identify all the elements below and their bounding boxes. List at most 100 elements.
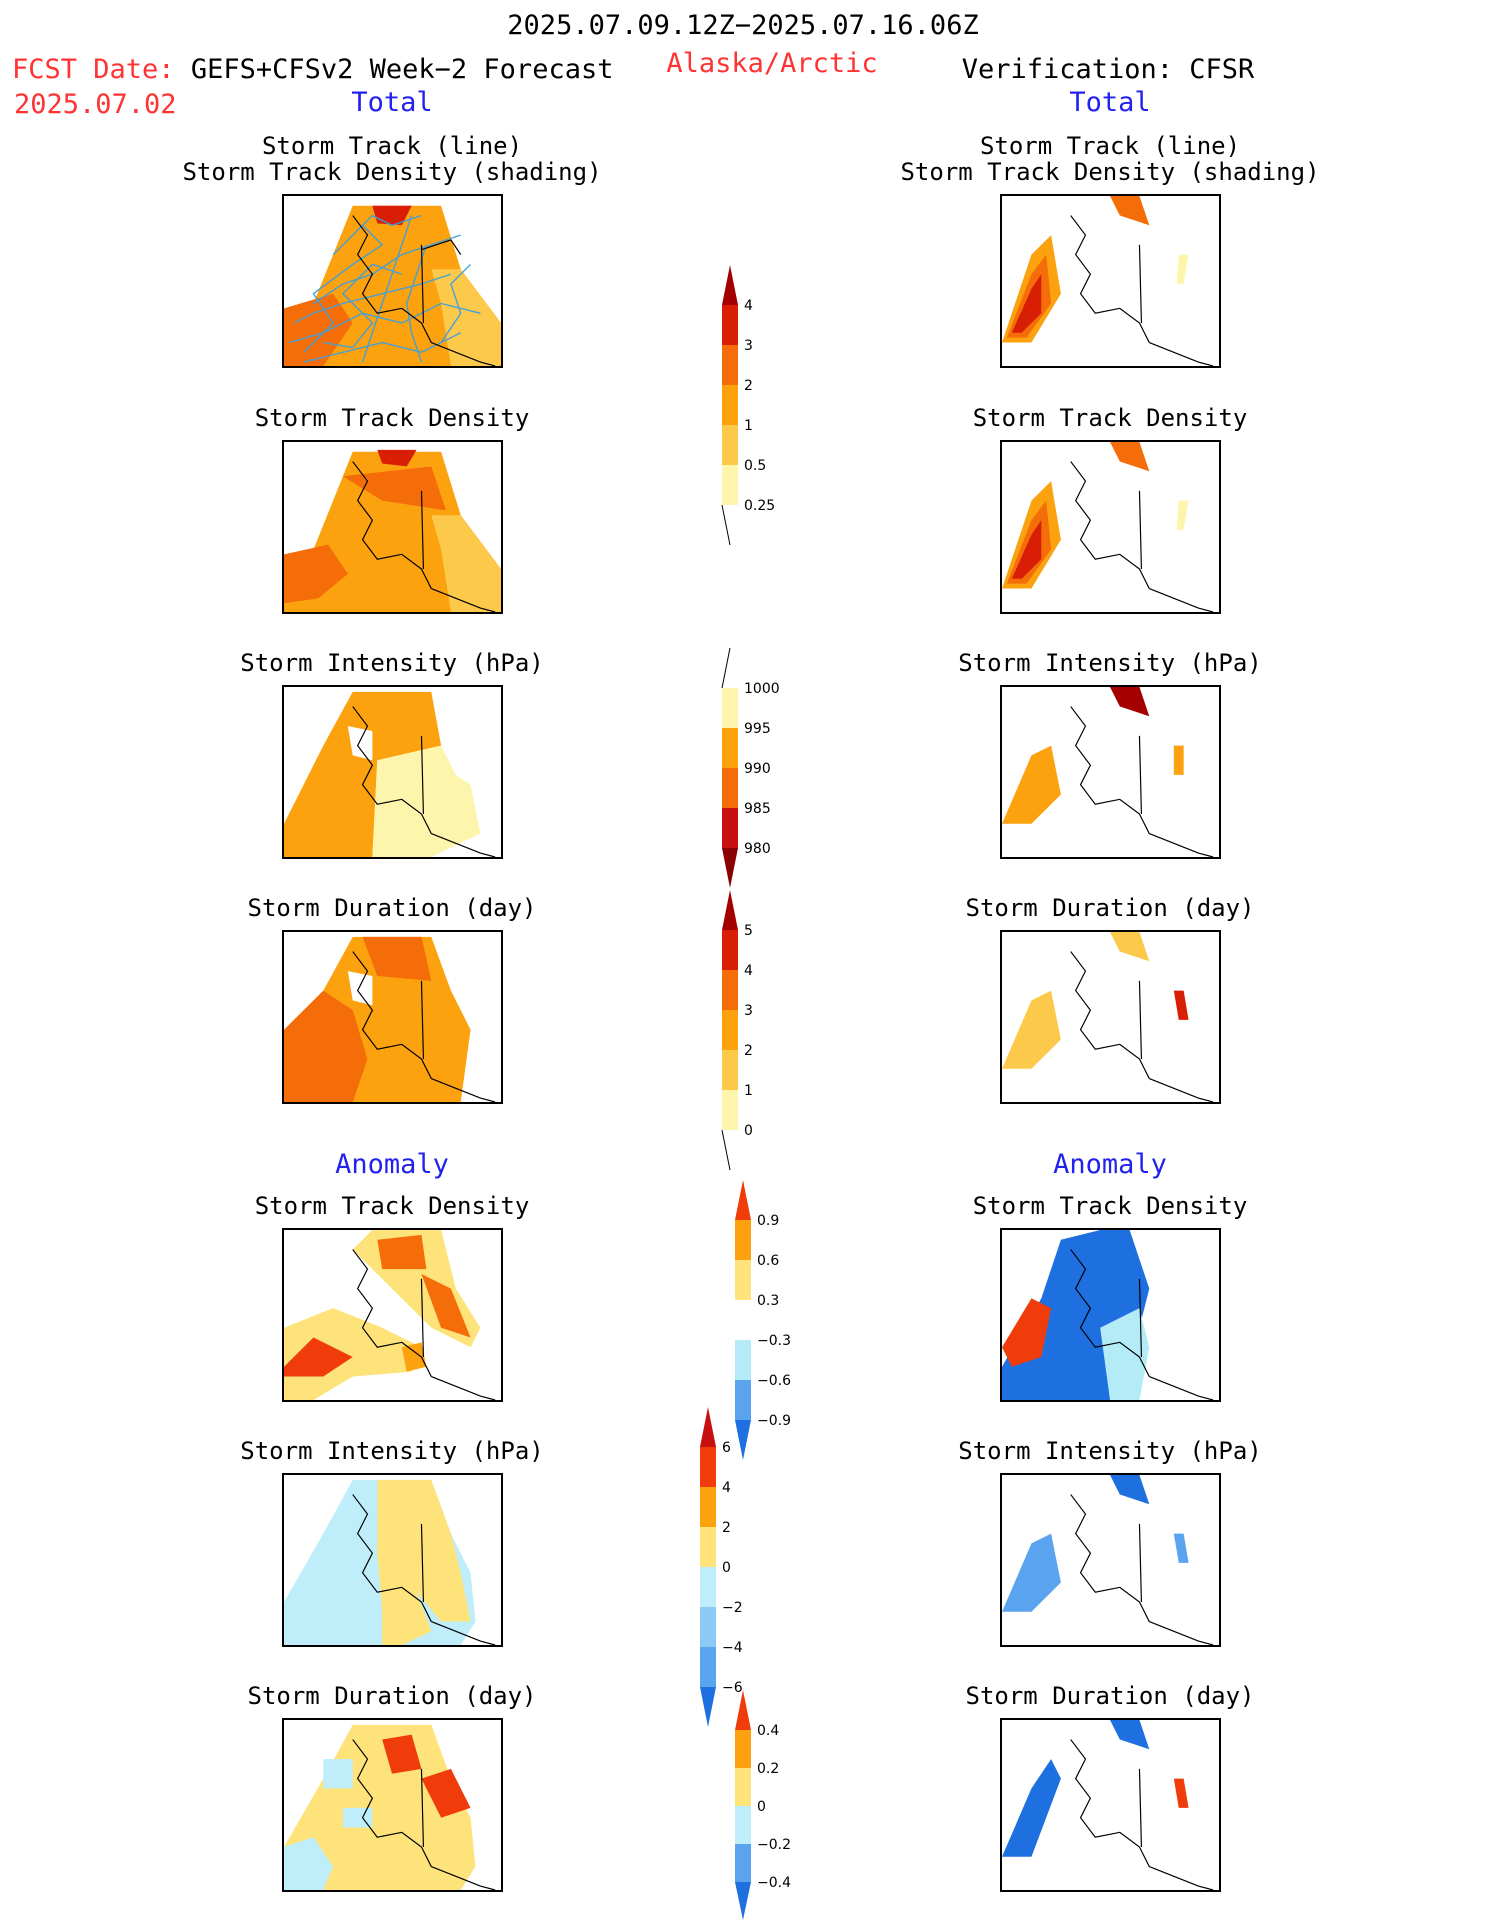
map-intensity-verification: [1000, 685, 1221, 859]
cb-duration-total-seg: [722, 1090, 738, 1130]
cb-duration-anom-arrow-top: [735, 1690, 751, 1730]
cb-density-total-label: 0.5: [744, 458, 767, 474]
cb-density-anom-label: 0.3: [757, 1293, 780, 1309]
colorbar-intensity-anomaly: 6 4 2 0 −2 −4 −6: [700, 1407, 760, 1731]
valid-period-title: 2025.07.09.12Z−2025.07.16.06Z: [507, 10, 979, 41]
verification-label: Verification: CFSR: [961, 54, 1255, 85]
cb-duration-total-seg: [722, 930, 738, 970]
cb-density-total-seg: [722, 425, 738, 465]
map-anom-density-forecast: [282, 1228, 503, 1402]
fcst-date-line: FCST Date: GEFS+CFSv2 Week−2 Forecast: [12, 54, 613, 85]
cb-intensity-anom-label: 0: [722, 1560, 731, 1576]
colorbar-density-total: 4 3 2 1 0.5 0.25: [721, 265, 782, 549]
title-track-density-shading-left: Storm Track Density (shading): [182, 158, 602, 186]
cb-intensity-anom-seg: [700, 1447, 716, 1487]
cb-duration-anom-seg: [735, 1768, 751, 1806]
cb-duration-anom-label: 0.4: [757, 1723, 780, 1739]
cb-density-anom-seg: [735, 1380, 751, 1420]
cb-density-total-label: 4: [744, 298, 753, 314]
cb-density-total-label: 0.25: [744, 498, 776, 514]
map-track-density-with-tracks-verification: [1000, 194, 1221, 368]
cb-intensity-total-label: 980: [744, 841, 771, 857]
cb-intensity-total-label: 995: [744, 721, 771, 737]
cb-density-total-label: 3: [744, 338, 753, 354]
map-track-density-verification: [1000, 440, 1221, 614]
cb-density-anom-label: −0.3: [757, 1333, 791, 1349]
cb-duration-total-label: 4: [744, 963, 753, 979]
cb-duration-total-bottom-line: [721, 1129, 731, 1171]
title-track-density-right: Storm Track Density: [972, 404, 1248, 432]
colorbar-density-anomaly-svg: [735, 1180, 751, 1460]
section-anomaly-right: Anomaly: [1053, 1149, 1167, 1180]
model-name: GEFS+CFSv2 Week−2 Forecast: [190, 54, 614, 85]
cb-density-anom-seg: [735, 1260, 751, 1300]
cb-duration-anom-seg: [735, 1844, 751, 1882]
colorbar-duration-total: 5 4 3 2 1 0: [721, 890, 782, 1174]
cb-intensity-anom-seg: [700, 1647, 716, 1687]
cb-intensity-anom-seg: [700, 1567, 716, 1607]
colorbar-duration-anomaly-svg: [735, 1690, 751, 1920]
cb-density-total-seg: [722, 465, 738, 505]
cb-density-anom-seg: [735, 1300, 751, 1340]
cb-duration-anom-label: −0.2: [757, 1837, 791, 1853]
cb-density-anom-arrow-top: [735, 1180, 751, 1220]
cb-duration-anom-label: 0: [757, 1799, 766, 1815]
cb-density-anom-seg: [735, 1220, 751, 1260]
map-anom-intensity-verification: [1000, 1473, 1221, 1647]
colorbar-intensity-total: 1000 995 990 985 980: [721, 647, 782, 892]
cb-density-anom-label: −0.6: [757, 1373, 791, 1389]
title-anom-intensity-left: Storm Intensity (hPa): [240, 1437, 544, 1465]
cb-duration-anom-label: 0.2: [757, 1761, 780, 1777]
section-total-right: Total: [1069, 87, 1151, 118]
cb-intensity-anom-seg: [700, 1487, 716, 1527]
cb-intensity-anom-label: −6: [722, 1680, 743, 1696]
cb-intensity-anom-arrow-top: [700, 1407, 716, 1447]
cb-duration-total-seg: [722, 1010, 738, 1050]
cb-intensity-anom-label: 2: [722, 1520, 731, 1536]
colorbar-density-anomaly: 0.9 0.6 0.3 −0.3 −0.6 −0.9: [735, 1180, 795, 1464]
cb-density-total-seg: [722, 345, 738, 385]
cb-intensity-total-seg: [722, 728, 738, 768]
colorbar-intensity-total-svg: [721, 647, 738, 888]
cb-intensity-total-label: 985: [744, 801, 771, 817]
cb-density-anom-seg: [735, 1340, 751, 1380]
map-anom-density-verification: [1000, 1228, 1221, 1402]
cb-density-anom-label: 0.6: [757, 1253, 780, 1269]
cb-density-total-label: 1: [744, 418, 753, 434]
cb-duration-anom-seg: [735, 1806, 751, 1844]
cb-duration-total-seg: [722, 1050, 738, 1090]
cb-density-total-seg: [722, 385, 738, 425]
cb-density-anom-label: 0.9: [757, 1213, 780, 1229]
cb-density-total-bottom-line: [721, 504, 731, 546]
cb-density-total-seg: [722, 305, 738, 345]
title-duration-left: Storm Duration (day): [247, 894, 537, 922]
title-anom-duration-right: Storm Duration (day): [965, 1682, 1255, 1710]
colorbar-intensity-anomaly-svg: [700, 1407, 716, 1727]
title-intensity-left: Storm Intensity (hPa): [240, 649, 544, 677]
cb-duration-anom-arrow-bottom: [735, 1882, 751, 1920]
cb-intensity-anom-label: −4: [722, 1640, 743, 1656]
title-anom-density-right: Storm Track Density: [972, 1192, 1248, 1220]
map-anom-duration-verification: [1000, 1718, 1221, 1892]
fcst-date-label: FCST Date:: [12, 54, 175, 85]
cb-duration-total-label: 3: [744, 1003, 753, 1019]
cb-duration-total-label: 5: [744, 923, 753, 939]
map-intensity-forecast: [282, 685, 503, 859]
cb-intensity-total-top-line: [721, 647, 731, 689]
cb-intensity-anom-label: 6: [722, 1440, 731, 1456]
cb-intensity-anom-label: 4: [722, 1480, 731, 1496]
map-duration-forecast: [282, 930, 503, 1104]
cb-intensity-total-arrow: [722, 848, 738, 888]
cb-intensity-total-seg: [722, 688, 738, 728]
title-track-line-right: Storm Track (line): [979, 132, 1241, 160]
cb-duration-anom-label: −0.4: [757, 1875, 791, 1891]
cb-intensity-anom-label: −2: [722, 1600, 743, 1616]
cb-intensity-total-label: 1000: [744, 681, 780, 697]
cb-duration-total-arrow: [722, 890, 738, 930]
title-anom-intensity-right: Storm Intensity (hPa): [958, 1437, 1262, 1465]
cb-intensity-total-seg: [722, 768, 738, 808]
title-duration-right: Storm Duration (day): [965, 894, 1255, 922]
cb-density-total-label: 2: [744, 378, 753, 394]
cb-density-anom-arrow-bottom: [735, 1420, 751, 1460]
title-anom-duration-left: Storm Duration (day): [247, 1682, 537, 1710]
